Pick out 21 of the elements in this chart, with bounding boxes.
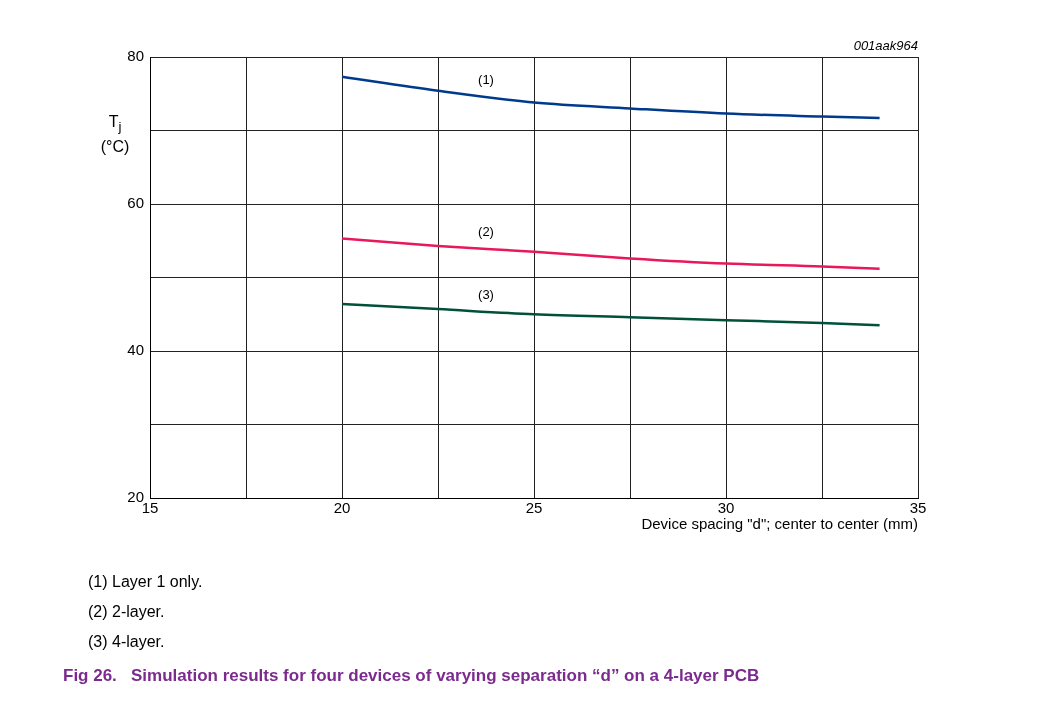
text: (1) Layer 1 only. (88, 573, 203, 592)
text: (3) 4-layer. (88, 633, 166, 652)
text: 001aak964 (853, 38, 918, 53)
y-axis-title: T$_{j}$ (°C) (99, 112, 131, 158)
text: (2) 2-layer. (88, 603, 166, 622)
x-axis-title: Device spacing "d"; center to center (mm) (641, 515, 918, 533)
line-series (340, 237, 881, 270)
y-tick-label: 80 (127, 47, 144, 65)
series-label: (2) (478, 224, 494, 240)
y-tick-label: 40 (127, 341, 144, 359)
text: Fig 26. Simulation results for four devices of varying separation “d” on a 4-layer PCB (63, 666, 760, 686)
series-label: (1) (478, 72, 494, 88)
y-tick-label: 20 (127, 488, 144, 506)
x-tick-label: 35 (909, 499, 927, 517)
y-tick-label: 60 (127, 194, 144, 212)
series-label: (3) (478, 287, 494, 303)
x-tick-label: 30 (717, 499, 735, 517)
x-tick-label: 25 (525, 499, 543, 517)
x-tick-label: 20 (333, 499, 351, 517)
line-series (340, 75, 881, 120)
line-series (340, 302, 881, 327)
